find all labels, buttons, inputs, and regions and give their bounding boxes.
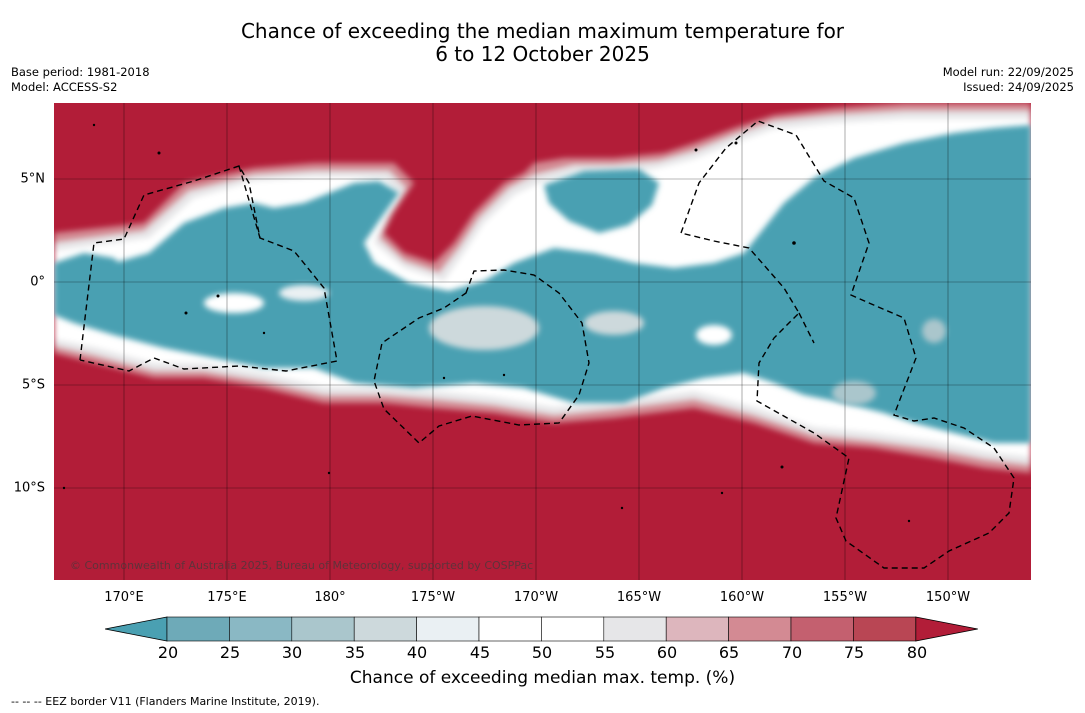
- y-tick-label: 5°S: [21, 377, 45, 393]
- eez-borders: [79, 120, 1015, 569]
- colorbar-tick: 65: [718, 643, 740, 662]
- forecast-map: [54, 103, 1031, 580]
- x-tick-label: 160°W: [719, 590, 765, 605]
- x-tick-label: 155°W: [822, 590, 868, 605]
- title-line-2: 6 to 12 October 2025: [435, 42, 650, 66]
- colorbar-tick: 45: [469, 643, 491, 662]
- x-tick-label: 180°: [314, 590, 346, 605]
- issued-date: Issued: 24/09/2025: [963, 80, 1074, 94]
- colorbar-bin: [478, 616, 542, 642]
- model-name: Model: ACCESS-S2: [11, 80, 118, 94]
- colorbar-bin: [291, 616, 355, 642]
- colorbar-tick: 60: [656, 643, 678, 662]
- islands: [62, 123, 911, 523]
- colorbar-bin: [603, 616, 667, 642]
- y-tick-label: 0°: [30, 274, 45, 290]
- colorbar-tick: 35: [344, 643, 366, 662]
- copyright-notice: © Commonwealth of Australia 2025, Bureau…: [70, 559, 534, 572]
- eez-footnote: -- -- -- EEZ border V11 (Flanders Marine…: [11, 695, 320, 708]
- y-tick-label: 5°N: [20, 171, 46, 187]
- colorbar-bin: [353, 616, 417, 642]
- colorbar-arrow-high: [915, 616, 978, 642]
- map-title: Chance of exceeding the median maximum t…: [0, 20, 1085, 66]
- colorbar-bin: [728, 616, 792, 642]
- meta-right: Model run: 22/09/2025 Issued: 24/09/2025: [943, 65, 1074, 95]
- colorbar-tick: 70: [781, 643, 803, 662]
- colorbar-tick: 25: [219, 643, 241, 662]
- map-svg: [54, 103, 1031, 580]
- base-period: Base period: 1981-2018: [11, 65, 150, 79]
- colorbar: [105, 616, 978, 642]
- title-line-1: Chance of exceeding the median maximum t…: [240, 19, 845, 43]
- colorbar-bin: [541, 616, 605, 642]
- x-tick-label: 170°W: [513, 590, 559, 605]
- cool-region: [54, 125, 1031, 443]
- colorbar-bin: [416, 616, 480, 642]
- colorbar-bin: [166, 616, 230, 642]
- colorbar-bin: [229, 616, 293, 642]
- x-tick-label: 175°W: [410, 590, 456, 605]
- x-tick-label: 150°W: [925, 590, 971, 605]
- x-tick-label: 170°E: [104, 590, 144, 605]
- colorbar-bin: [853, 616, 917, 642]
- colorbar-bin: [790, 616, 854, 642]
- colorbar-tick: 50: [531, 643, 553, 662]
- colorbar-bin: [665, 616, 729, 642]
- x-tick-label: 175°E: [207, 590, 247, 605]
- x-tick-label: 165°W: [616, 590, 662, 605]
- colorbar-tick: 40: [406, 643, 428, 662]
- colorbar-label: Chance of exceeding median max. temp. (%…: [349, 668, 736, 688]
- model-run: Model run: 22/09/2025: [942, 65, 1074, 79]
- graticule: [54, 103, 1031, 580]
- y-tick-label: 10°S: [13, 480, 45, 496]
- colorbar-tick: 55: [594, 643, 616, 662]
- meta-left: Base period: 1981-2018 Model: ACCESS-S2: [11, 65, 150, 95]
- colorbar-arrow-low: [105, 616, 168, 642]
- colorbar-tick: 80: [906, 643, 928, 662]
- colorbar-tick: 75: [843, 643, 865, 662]
- colorbar-tick: 30: [281, 643, 303, 662]
- colorbar-tick: 20: [157, 643, 179, 662]
- neutral-patches: [204, 285, 946, 405]
